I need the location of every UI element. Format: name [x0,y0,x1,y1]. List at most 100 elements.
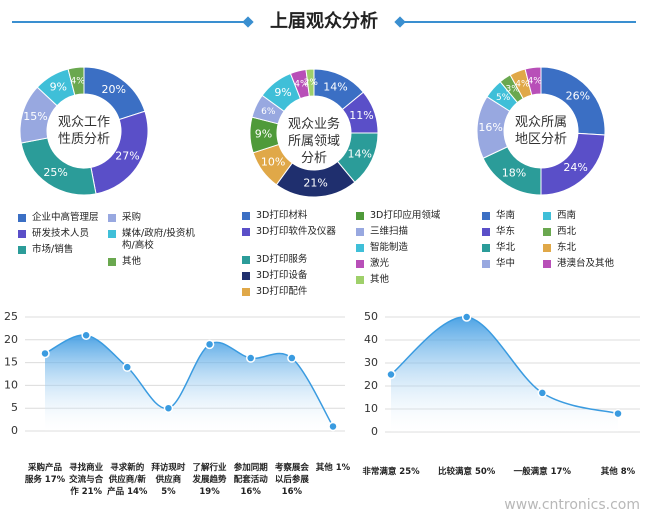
point [537,388,548,398]
point [122,362,133,372]
point [204,339,215,350]
legend-swatch [482,244,490,252]
legend-item: 东北 [543,242,614,258]
legend-label: 企业中高管理层 [32,212,99,223]
point [328,421,338,432]
donut-slice [524,66,542,96]
slice-label: 16% [478,121,502,134]
legend-swatch [543,212,551,220]
x-category-label: 一般满意 17% [513,467,571,477]
legend-label: 华南 [496,210,516,221]
y-tick-label: 15 [4,356,18,369]
legend-swatch [482,212,490,220]
legend-swatch [356,260,364,268]
point [81,330,91,340]
slice-label: 15% [23,110,47,123]
legend-item: 西南 [543,210,614,226]
legend-item: 研发技术人员 [18,228,99,244]
x-category-label: 寻找商业交流与合作 21% [69,463,104,497]
legend-label: 激光 [370,258,390,269]
legend-swatch [108,230,116,238]
donut-slice [305,68,315,97]
point [386,369,396,380]
legend-item: 3D打印材料 [242,210,336,226]
legend-swatch [242,288,250,296]
legend-item: 华中 [482,258,515,274]
y-tick-label: 10 [364,402,378,415]
legend-item: 3D打印应用领域 [356,210,440,226]
legend-label: 采购 [122,212,142,223]
legend-label: 3D打印配件 [256,286,308,297]
legend-column: 西南西北 东北港澳台及其他 [543,210,614,274]
slice-label: 25% [43,166,67,179]
y-tick-label: 0 [371,425,378,438]
legend-item: 采购 [108,212,206,228]
legend-label: 智能制造 [370,242,409,253]
slice-label: 4% [294,80,309,90]
legend-item: 激光 [356,258,440,274]
legend-swatch [108,258,116,266]
legend-label: 三维扫描 [370,226,409,237]
legend-swatch [242,272,250,280]
slice-label: 2% [304,78,319,88]
legend-swatch [356,212,364,220]
legend-item: 3D打印配件 [242,286,336,302]
legend-item: 西北 [543,226,614,242]
legend-swatch [242,256,250,264]
point [245,353,256,363]
legend-item: 华北 [482,242,515,258]
legend-item: 三维扫描 [356,226,440,242]
legend-item: 其他 [356,274,440,290]
page-title: 上届观众分析 [270,10,378,32]
legend-item: 其他 [108,256,206,272]
slice-label: 24% [563,161,587,174]
y-tick-label: 50 [364,310,378,323]
slice-label: 11% [349,109,373,122]
x-category-label: 其他 8% [600,467,636,477]
slice-label: 9% [50,81,67,94]
legend-label: 华中 [496,258,516,269]
legend-column: 企业中高管理层研发技术人员 市场/销售 [18,212,99,260]
legend-column: 华南 华东 华北 华中 [482,210,515,274]
x-category-label: 了解行业发展趋势 19% [192,463,227,497]
legend-item: 港澳台及其他 [543,258,614,274]
line [390,316,619,415]
legend-item: 华南 [482,210,515,226]
slice-label: 26% [566,89,590,102]
point [287,353,297,363]
y-tick-label: 10 [4,378,18,391]
legend-label: 东北 [557,242,577,253]
y-tick-label: 30 [364,356,378,369]
x-category-label: 其他 1% [315,463,351,473]
legend-label: 3D打印设备 [256,270,308,281]
legend-swatch [356,244,364,252]
slice-label: 27% [115,150,139,163]
legend-item: 智能制造 [356,242,440,258]
slice-label: 14% [323,80,347,93]
legend-label: 3D打印应用领域 [370,210,441,221]
legend-swatch [242,212,250,220]
legend-item: 3D打印设备 [242,270,336,286]
slice-label: 4% [515,80,530,90]
slice-label: 4% [71,76,86,86]
legend-label: 西南 [557,210,577,221]
legend-swatch [482,228,490,236]
legend-swatch [18,230,26,238]
legend-swatch [543,228,551,236]
legend-swatch [18,246,26,254]
legend-item: 媒体/政府/投资机构/高校 [108,228,206,256]
title-ornament [242,16,254,28]
legend-swatch [18,214,26,222]
point [613,408,623,419]
slice-label: 18% [502,167,526,180]
legend-label: 市场/销售 [32,244,74,255]
legend-swatch [108,214,116,222]
donut-center-title: 观众所属地区分析 [514,115,567,147]
legend-swatch [543,260,551,268]
legend-swatch [356,276,364,284]
legend-item: 3D打印软件及仪器 [242,226,336,254]
slice-label: 10% [261,156,285,169]
x-category-label: 拜访现时供应商 5% [151,463,186,497]
legend-label: 3D打印服务 [256,254,308,265]
